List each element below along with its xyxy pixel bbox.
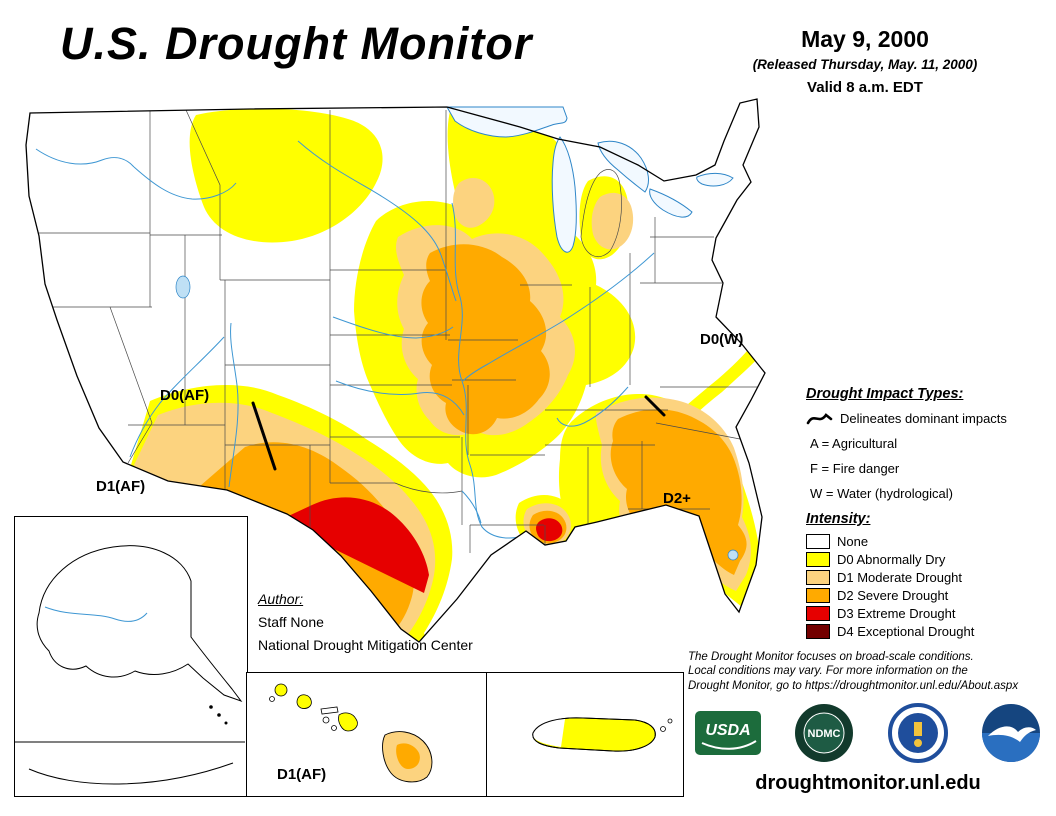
alaska-outline: [36, 545, 243, 703]
aleutian-chain-arc: [28, 762, 234, 785]
page-title: U.S. Drought Monitor: [60, 18, 533, 69]
map-date: May 9, 2000: [801, 26, 929, 52]
released-date: (Released Thursday, May. 11, 2000): [752, 57, 978, 72]
lake-huron: [597, 140, 649, 193]
legend-row-d0: D0 Abnormally Dry: [806, 552, 1054, 567]
impact-agricultural: A = Agricultural: [810, 436, 898, 451]
legend-row-d1: D1 Moderate Drought: [806, 570, 1054, 585]
rivers: [35, 140, 655, 539]
kahoolawe-island: [331, 725, 337, 731]
kauai-island: [274, 683, 288, 697]
lake-okeechobee: [727, 549, 739, 561]
unl-seal-logo: [887, 703, 948, 763]
swatch-d3: [806, 606, 830, 621]
disclaimer: The Drought Monitor focuses on broad-sca…: [688, 651, 1019, 692]
logo-row: USDA NDMC: [694, 702, 1042, 764]
author-title: Author:: [258, 591, 304, 607]
legend-row-d4: D4 Exceptional Drought: [806, 624, 1054, 639]
hawaii-label-d1af: D1(AF): [277, 766, 326, 783]
ndmc-logo: NDMC: [795, 704, 854, 762]
website-url: droughtmonitor.unl.edu: [755, 772, 981, 794]
legend-row-none: None: [806, 534, 1054, 549]
map-label-d0af: D0(AF): [160, 387, 209, 404]
lake-erie: [649, 188, 693, 218]
great-salt-lake: [175, 275, 191, 299]
great-lakes: [175, 106, 739, 561]
delineation-squiggle-icon: [806, 413, 833, 425]
swatch-d4: [806, 624, 830, 639]
legend-row-d2: D2 Severe Drought: [806, 588, 1054, 603]
impact-types-title: Drought Impact Types:: [806, 386, 964, 402]
usda-logo: USDA: [695, 711, 761, 755]
lake-michigan: [551, 136, 577, 253]
valid-time: Valid 8 a.m. EDT: [807, 79, 923, 96]
puerto-rico-inset: [486, 672, 684, 797]
lanai-island: [322, 716, 330, 724]
impact-delineation-line-southeast: [644, 395, 666, 417]
date-block: May 9, 2000 (Released Thursday, May. 11,…: [700, 26, 1030, 96]
culebra-island: [667, 718, 673, 724]
impact-fire: F = Fire danger: [810, 461, 900, 476]
map-label-d2plus: D2+: [663, 490, 691, 507]
maui-island: [338, 712, 358, 732]
svg-text:USDA: USDA: [705, 722, 750, 739]
impact-water: W = Water (hydrological): [810, 486, 953, 501]
oahu-island: [296, 694, 312, 709]
delineates-label: Delineates dominant impacts: [840, 410, 1007, 426]
yukon-river: [44, 606, 148, 622]
author-name: Staff None: [258, 614, 324, 631]
alaska-inset: [14, 516, 248, 797]
us-outline: [25, 98, 766, 643]
hawaii-inset: D1(AF): [246, 672, 488, 797]
author-org: National Drought Mitigation Center: [258, 637, 473, 654]
drought-layer-d3: [282, 497, 563, 593]
delineates-row: Delineates dominant impacts: [806, 410, 1054, 426]
legend-row-d3: D3 Extreme Drought: [806, 606, 1054, 621]
map-label-d1af: D1(AF): [96, 478, 145, 495]
svg-text:NDMC: NDMC: [808, 728, 841, 740]
conus-map: D0(AF) D1(AF) D0(W) D2+: [25, 98, 766, 643]
swatch-none: [806, 534, 830, 549]
map-label-d0w: D0(W): [700, 331, 743, 348]
intensity-title: Intensity:: [806, 511, 871, 527]
vieques-island: [660, 726, 666, 732]
alaska-island: [217, 713, 221, 717]
alaska-island: [209, 705, 213, 709]
niihau-island: [269, 696, 275, 702]
legend: Drought Impact Types: Delineates dominan…: [806, 386, 1054, 642]
noaa-logo: [981, 704, 1040, 762]
puerto-rico-none-area: [532, 718, 565, 747]
swatch-d2: [806, 588, 830, 603]
lake-ontario: [696, 172, 734, 187]
author-block: Author: Staff None National Drought Miti…: [258, 588, 473, 657]
impact-delineation-line-southwest: [251, 401, 277, 471]
molokai-island: [320, 706, 339, 715]
alaska-island: [224, 721, 228, 725]
swatch-d0: [806, 552, 830, 567]
big-island-d2-area: [396, 743, 420, 769]
swatch-d1: [806, 570, 830, 585]
state-boundaries: [32, 109, 765, 553]
